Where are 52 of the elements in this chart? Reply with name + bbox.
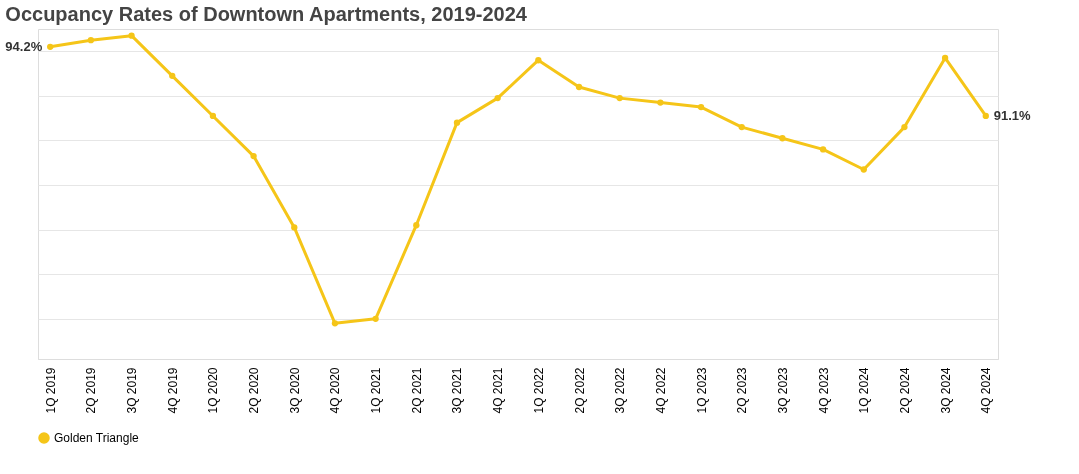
point <box>169 72 176 79</box>
x-tick-label: 3Q 2022 <box>613 367 628 414</box>
point <box>250 152 257 160</box>
x-tick-label: 4Q 2021 <box>491 367 506 414</box>
point <box>901 123 908 131</box>
x-tick-label: 2Q 2019 <box>84 367 99 414</box>
x-tick-label: 3Q 2020 <box>287 367 302 414</box>
point <box>941 54 949 62</box>
x-tick-label: 2Q 2024 <box>897 367 912 414</box>
point <box>413 222 420 229</box>
point <box>575 83 583 91</box>
point <box>982 112 989 120</box>
x-tick-label: 3Q 2023 <box>775 367 790 414</box>
x-tick-label: 4Q 2022 <box>653 367 668 414</box>
point <box>494 94 501 102</box>
point <box>819 146 827 153</box>
point <box>291 224 298 231</box>
x-tick-label: 4Q 2020 <box>328 367 343 414</box>
x-tick-label: 3Q 2021 <box>450 367 465 414</box>
legend-label: Golden Triangle <box>54 431 140 445</box>
x-tick-label: 3Q 2019 <box>125 367 140 414</box>
point <box>657 99 664 106</box>
chart-title: Occupancy Rates of Downtown Apartments, 2019-2024 <box>5 3 528 25</box>
x-tick-label: 1Q 2020 <box>206 367 221 414</box>
data-label: 91.1% <box>993 107 1032 123</box>
x-tick-label: 4Q 2023 <box>816 367 831 414</box>
point <box>779 135 786 142</box>
x-tick-label: 2Q 2022 <box>572 367 587 414</box>
point <box>535 57 542 64</box>
point <box>87 36 95 44</box>
point <box>616 94 623 102</box>
point <box>128 32 135 39</box>
x-tick-label: 4Q 2019 <box>165 367 180 414</box>
point <box>372 315 379 323</box>
x-tick-label: 4Q 2024 <box>979 367 994 414</box>
x-tick-label: 2Q 2020 <box>247 367 262 414</box>
point <box>697 103 705 111</box>
x-tick-label: 1Q 2021 <box>369 367 384 414</box>
point <box>47 43 54 50</box>
x-tick-label: 1Q 2024 <box>857 367 872 414</box>
x-tick-label: 1Q 2023 <box>694 367 709 414</box>
data-label: 94.2% <box>5 38 43 54</box>
point <box>860 166 867 173</box>
point <box>453 119 461 126</box>
point <box>331 320 339 327</box>
x-tick-label: 3Q 2024 <box>938 367 953 414</box>
x-tick-label: 2Q 2021 <box>409 367 424 414</box>
point <box>209 112 217 120</box>
point <box>738 123 745 131</box>
x-tick-label: 2Q 2023 <box>735 367 750 414</box>
x-tick-label: 1Q 2019 <box>43 367 58 414</box>
x-tick-label: 1Q 2022 <box>531 367 546 414</box>
